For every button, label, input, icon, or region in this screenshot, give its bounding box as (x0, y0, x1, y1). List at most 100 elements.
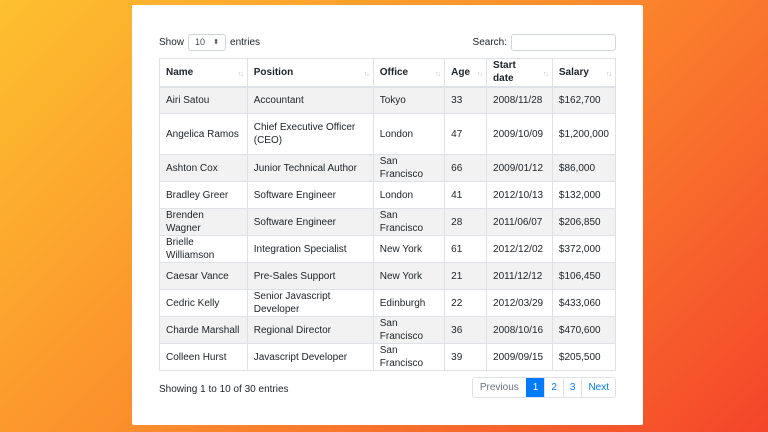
column-header-position[interactable]: Position ↑↓ (246, 58, 374, 88)
table-cell: Regional Director (246, 316, 374, 344)
table-cell: 33 (444, 86, 488, 114)
page-button-previous[interactable]: Previous (479, 382, 519, 393)
column-header-office[interactable]: Office ↑↓ (372, 58, 446, 88)
table-cell: $106,450 (551, 262, 617, 290)
table-cell: Edinburgh (372, 289, 446, 317)
table-cell: $1,200,000 (551, 113, 617, 155)
table-cell: 2008/10/16 (486, 316, 553, 344)
sort-icon: ↑↓ (477, 71, 483, 78)
table-cell: San Francisco (372, 316, 446, 344)
column-header-label: Office (379, 66, 409, 78)
table-cell: $433,060 (551, 289, 617, 317)
table-cell: 2012/10/13 (486, 181, 553, 209)
sort-icon: ↑↓ (363, 71, 370, 78)
table-cell: Brielle Williamson (159, 235, 248, 263)
table-cell: 47 (444, 113, 488, 155)
table-cell: Junior Technical Author (246, 154, 374, 182)
table-cell: London (372, 181, 446, 209)
table-cell: Software Engineer (246, 181, 374, 209)
page-button-next[interactable]: Next (581, 378, 615, 397)
table-cell: 28 (444, 208, 488, 236)
search-input[interactable] (511, 33, 616, 51)
column-header-label: Name (166, 66, 194, 78)
select-arrows-icon: ⬍ (213, 39, 220, 46)
length-control: Show 10 ⬍ entries (159, 33, 261, 51)
table-cell: 41 (444, 181, 488, 209)
table-cell: San Francisco (372, 208, 446, 236)
table-row: Brenden Wagner Software Engineer San Franc… (159, 208, 617, 236)
page-button-2[interactable]: 2 (544, 378, 563, 397)
table-row: Airi Satou Accountant Tokyo 33 2008/11/28 $16… (159, 86, 617, 114)
table-cell: Charde Marshall (159, 316, 248, 344)
sort-icon: ↑↓ (542, 71, 549, 78)
entries-select[interactable]: 10 ⬍ (188, 33, 227, 51)
table-cell: $86,000 (551, 154, 617, 182)
table-cell: Senior Javascript Developer (246, 289, 374, 317)
table-cell: 2011/06/07 (486, 208, 553, 236)
table-cell: 2012/03/29 (486, 289, 553, 317)
table-cell: 39 (444, 343, 488, 371)
column-header-salary[interactable]: Salary ↑↓ (551, 58, 617, 88)
table-cell: San Francisco (372, 154, 446, 182)
datatable-card: Show 10 ⬍ entries Search: Name ↑↓ Position ↑… (132, 5, 643, 425)
table-row: Charde Marshall Regional Director San Fran… (159, 316, 617, 344)
table-row: Angelica Ramos Chief Executive Officer (C… (159, 113, 617, 155)
sort-icon: ↑↓ (237, 71, 244, 78)
table-cell: London (372, 113, 446, 155)
table-cell: Software Engineer (246, 208, 374, 236)
table-cell: $206,850 (551, 208, 617, 236)
search-control: Search: (472, 33, 616, 51)
table-info: Showing 1 to 10 of 30 entries (159, 384, 289, 395)
data-table: Name ↑↓ Position ↑↓ Office ↑↓ Age ↑↓ Start date ↑… (159, 58, 617, 371)
table-cell: $470,600 (551, 316, 617, 344)
column-header-name[interactable]: Name ↑↓ (159, 58, 248, 88)
table-row: Cedric Kelly Senior Javascript Developer E… (159, 289, 617, 317)
entries-label: entries (230, 36, 261, 48)
table-cell: New York (372, 262, 446, 290)
table-cell: Integration Specialist (246, 235, 374, 263)
column-header-age[interactable]: Age ↑↓ (444, 58, 488, 88)
sort-icon: ↑↓ (606, 71, 612, 78)
search-label: Search: (472, 36, 507, 48)
table-cell: Bradley Greer (159, 181, 248, 209)
table-cell: $132,000 (551, 181, 617, 209)
page-button-1[interactable]: 1 (525, 378, 545, 397)
entries-select-value: 10 (195, 37, 206, 47)
table-cell: 2009/10/09 (486, 113, 553, 155)
table-cell: Cedric Kelly (159, 289, 248, 317)
table-cell: 36 (444, 316, 488, 344)
table-cell: 66 (444, 154, 488, 182)
table-cell: $162,700 (551, 86, 617, 114)
table-cell: 2009/09/15 (486, 343, 553, 371)
table-cell: Angelica Ramos (159, 113, 248, 155)
table-cell: Airi Satou (159, 86, 248, 114)
table-cell: Pre-Sales Support (246, 262, 374, 290)
table-cell: Javascript Developer (246, 343, 374, 371)
table-cell: Ashton Cox (159, 154, 248, 182)
table-cell: 22 (444, 289, 488, 317)
table-cell: Accountant (246, 86, 374, 114)
table-cell: Tokyo (372, 86, 446, 114)
table-cell: San Francisco (372, 343, 446, 371)
column-header-start-date[interactable]: Start date ↑↓ (486, 58, 553, 88)
table-row: Ashton Cox Junior Technical Author San Fra… (159, 154, 617, 182)
table-cell: 2012/12/02 (486, 235, 553, 263)
table-row: Caesar Vance Pre-Sales Support New York 21 2… (159, 262, 617, 290)
sort-icon: ↑↓ (435, 71, 441, 78)
table-cell: Colleen Hurst (159, 343, 248, 371)
table-row: Bradley Greer Software Engineer London 41 20… (159, 181, 617, 209)
table-cell: 61 (444, 235, 488, 263)
table-cell: Brenden Wagner (159, 208, 248, 236)
table-cell: 2008/11/28 (486, 86, 553, 114)
column-header-label: Start date (493, 60, 516, 85)
show-label: Show (159, 36, 185, 48)
table-row: Colleen Hurst Javascript Developer San Fra… (159, 343, 617, 371)
pagination: Previous 1 2 3 Next (471, 377, 616, 398)
table-cell: $372,000 (551, 235, 617, 263)
table-cell: 2011/12/12 (486, 262, 553, 290)
table-cell: New York (372, 235, 446, 263)
column-header-label: Salary (558, 66, 589, 78)
page-button-3[interactable]: 3 (562, 378, 582, 397)
table-row: Brielle Williamson Integration Specialist… (159, 235, 617, 263)
table-cell: 2009/01/12 (486, 154, 553, 182)
